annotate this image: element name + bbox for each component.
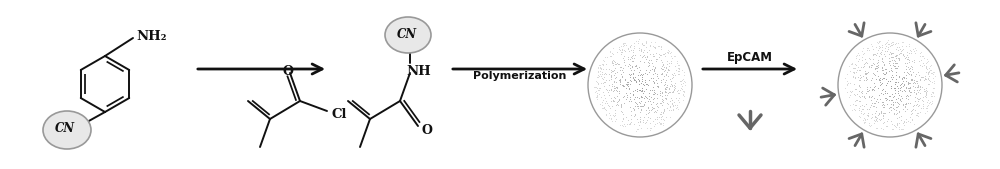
Ellipse shape (43, 111, 91, 149)
Text: NH₂: NH₂ (136, 30, 166, 42)
Text: O: O (283, 65, 293, 78)
Ellipse shape (385, 17, 431, 53)
Text: NH: NH (406, 65, 431, 78)
Text: CN: CN (397, 28, 417, 41)
Text: O: O (422, 124, 433, 137)
Text: Polymerization: Polymerization (473, 71, 567, 81)
Text: EpCAM: EpCAM (727, 51, 773, 64)
Text: CN: CN (55, 123, 75, 136)
Text: Cl: Cl (332, 107, 348, 120)
